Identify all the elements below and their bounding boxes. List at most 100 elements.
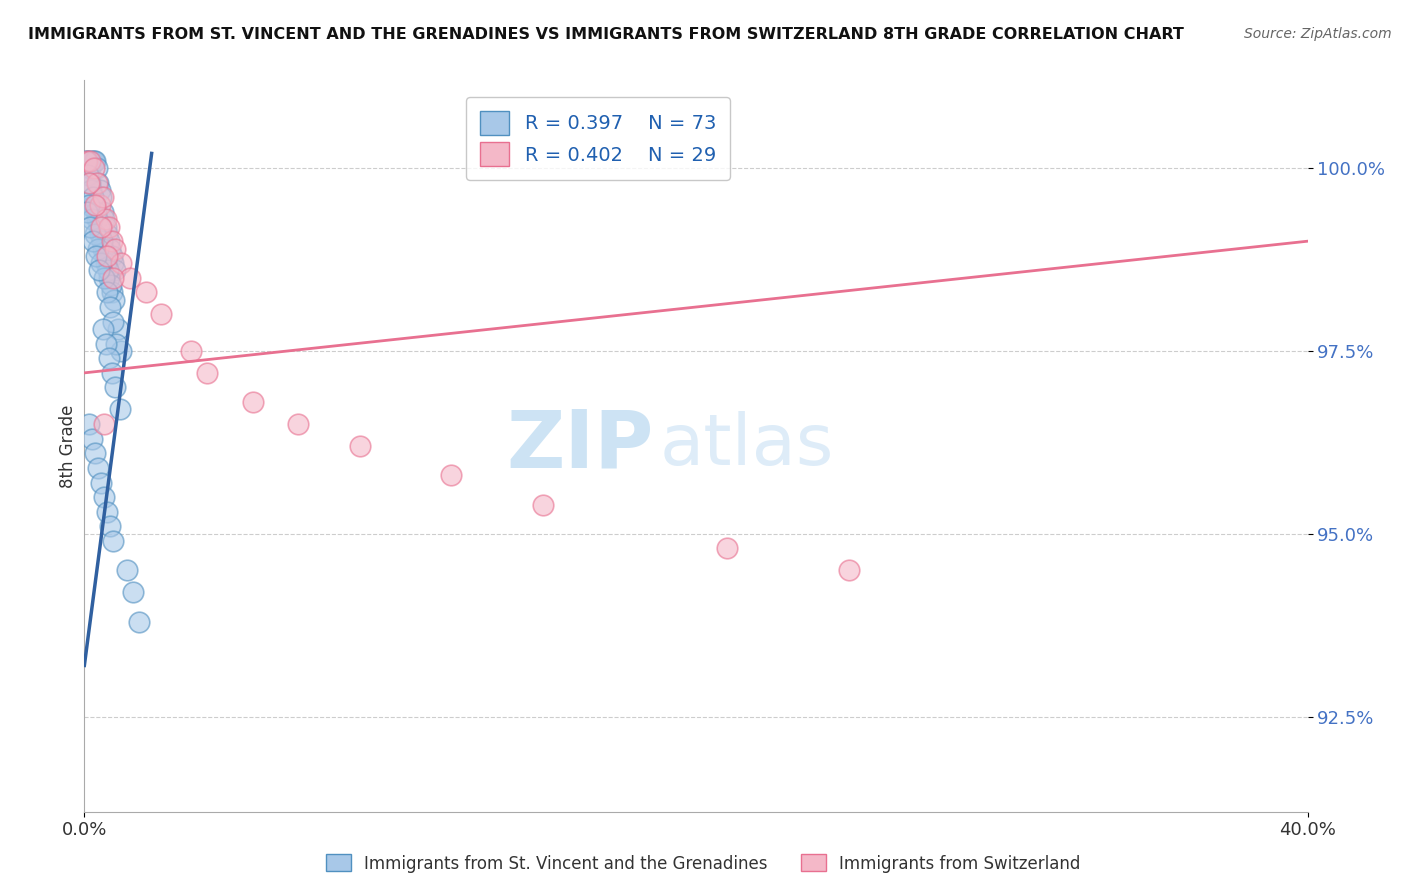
Point [75, 153, 97, 168]
Point [89, 183, 111, 197]
Point [80, 183, 103, 197]
Point [77, 176, 100, 190]
Point [94, 212, 117, 227]
Point [77, 417, 100, 431]
Point [91, 242, 114, 256]
Point [83, 197, 105, 211]
Point [87, 263, 110, 277]
Y-axis label: 8th Grade: 8th Grade [59, 404, 77, 488]
Point [80, 153, 103, 168]
Point [77, 153, 100, 168]
Point [135, 285, 157, 300]
Point [94, 219, 117, 234]
Point [531, 498, 554, 512]
Point [101, 534, 124, 549]
Point [96, 249, 118, 263]
Point [76, 153, 98, 168]
Point [94, 336, 117, 351]
Point [97, 219, 120, 234]
Point [195, 366, 218, 380]
Point [96, 285, 118, 300]
Point [440, 468, 463, 483]
Point [91, 205, 114, 219]
Point [98, 519, 121, 533]
Point [93, 417, 115, 431]
Point [97, 234, 120, 248]
Point [91, 234, 114, 248]
Point [104, 242, 127, 256]
Point [838, 563, 860, 577]
Point [80, 432, 103, 446]
Point [103, 315, 125, 329]
Point [82, 190, 104, 204]
Point [84, 249, 107, 263]
Point [83, 446, 105, 460]
Point [79, 219, 101, 234]
Point [108, 402, 131, 417]
Point [79, 161, 101, 175]
Point [103, 270, 125, 285]
Point [101, 249, 124, 263]
Point [120, 270, 142, 285]
Point [89, 227, 111, 241]
Point [86, 176, 108, 190]
Point [84, 227, 107, 241]
Point [90, 219, 112, 234]
Point [104, 263, 127, 277]
Point [115, 563, 138, 577]
Point [97, 351, 120, 366]
Point [716, 541, 738, 556]
Point [76, 205, 98, 219]
Point [180, 343, 202, 358]
Point [101, 285, 124, 300]
Point [84, 205, 107, 219]
Text: atlas: atlas [659, 411, 834, 481]
Point [128, 615, 150, 629]
Point [93, 490, 115, 504]
Point [84, 197, 107, 211]
Point [101, 366, 124, 380]
Point [91, 322, 114, 336]
Point [96, 227, 118, 241]
Point [100, 278, 122, 293]
Point [107, 322, 129, 336]
Point [103, 293, 125, 307]
Point [96, 256, 118, 270]
Point [79, 176, 101, 190]
Point [101, 234, 124, 248]
Point [82, 234, 104, 248]
Point [96, 505, 118, 519]
Point [103, 256, 125, 270]
Point [94, 249, 117, 263]
Point [97, 263, 120, 277]
Point [110, 343, 132, 358]
Point [76, 153, 98, 168]
Point [349, 439, 371, 453]
Point [242, 395, 264, 409]
Text: IMMIGRANTS FROM ST. VINCENT AND THE GRENADINES VS IMMIGRANTS FROM SWITZERLAND 8T: IMMIGRANTS FROM ST. VINCENT AND THE GREN… [28, 27, 1184, 42]
Point [83, 161, 105, 175]
Point [84, 153, 107, 168]
Point [80, 212, 103, 227]
Point [83, 153, 105, 168]
Point [86, 161, 108, 175]
Point [122, 585, 145, 599]
Point [90, 475, 112, 490]
Point [87, 219, 110, 234]
Point [98, 242, 121, 256]
Point [287, 417, 309, 431]
Point [91, 190, 114, 204]
Text: Source: ZipAtlas.com: Source: ZipAtlas.com [1244, 27, 1392, 41]
Point [105, 336, 128, 351]
Point [149, 307, 172, 321]
Point [87, 176, 110, 190]
Legend: R = 0.397    N = 73, R = 0.402    N = 29: R = 0.397 N = 73, R = 0.402 N = 29 [467, 97, 730, 180]
Legend: Immigrants from St. Vincent and the Grenadines, Immigrants from Switzerland: Immigrants from St. Vincent and the Gren… [319, 847, 1087, 880]
Point [98, 270, 121, 285]
Point [93, 212, 115, 227]
Point [104, 380, 127, 394]
Point [77, 197, 100, 211]
Point [93, 270, 115, 285]
Point [77, 169, 100, 183]
Point [79, 153, 101, 168]
